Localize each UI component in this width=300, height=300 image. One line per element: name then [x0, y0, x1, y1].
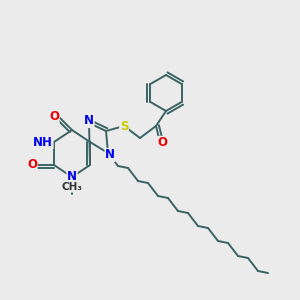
Text: S: S: [120, 119, 128, 133]
Text: O: O: [49, 110, 59, 124]
Text: NH: NH: [33, 136, 53, 148]
Text: CH₃: CH₃: [61, 182, 82, 192]
Text: O: O: [27, 158, 37, 172]
Text: O: O: [157, 136, 167, 149]
Text: N: N: [105, 148, 115, 161]
Text: N: N: [84, 115, 94, 128]
Text: N: N: [67, 170, 77, 184]
